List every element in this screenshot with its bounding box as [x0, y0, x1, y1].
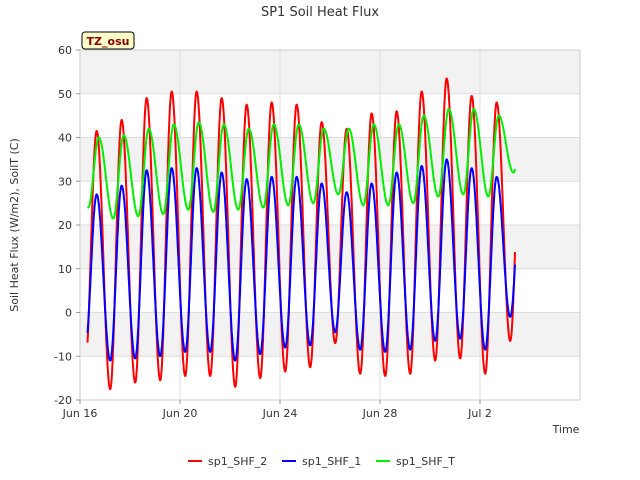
series-line-sp1_SHF_T	[86, 108, 516, 220]
y-tick-label: 0	[65, 307, 72, 320]
x-tick-label: Jul 2	[467, 407, 492, 420]
y-tick-label: -10	[54, 350, 72, 363]
x-tick-label: Jun 24	[262, 407, 298, 420]
y-tick-label: 20	[58, 219, 72, 232]
legend: sp1_SHF_2 sp1_SHF_1 sp1_SHF_T	[188, 455, 455, 468]
series-lines	[86, 77, 516, 391]
y-tick-label: 30	[58, 175, 72, 188]
legend-label: sp1_SHF_T	[396, 455, 455, 468]
y-tick-label: 40	[58, 132, 72, 145]
plot-band	[80, 356, 580, 400]
series-line-sp1_SHF_2	[86, 77, 516, 391]
tz-annotation-box	[81, 31, 135, 50]
y-tick-label: -20	[54, 394, 72, 407]
legend-label: sp1_SHF_2	[208, 455, 267, 468]
x-tick-label: Jun 28	[362, 407, 398, 420]
plot-band	[80, 93, 580, 138]
x-tick-label: Jun 20	[162, 407, 198, 420]
legend-label: sp1_SHF_1	[302, 455, 361, 468]
x-axis-ticks: Jun 16 Jun 20 Jun 24 Jun 28 Jul 2	[62, 400, 492, 420]
y-axis-ticks: -20 -10 0 10 20 30 40 50 60	[54, 44, 80, 407]
tz-annotation: TZ_osu	[81, 31, 135, 50]
plot-band	[80, 181, 580, 225]
y-tick-label: 50	[58, 88, 72, 101]
y-axis-label: Soil Heat Flux (W/m2), SoilT (C)	[8, 138, 21, 311]
tz-annotation-text: TZ_osu	[87, 35, 130, 48]
y-tick-label: 10	[58, 263, 72, 276]
series-line-sp1_SHF_1	[86, 158, 516, 362]
chart-title: SP1 Soil Heat Flux	[261, 5, 379, 20]
plot-band	[80, 50, 580, 94]
x-axis-label: Time	[552, 423, 580, 436]
y-tick-label: 60	[58, 44, 72, 57]
x-tick-label: Jun 16	[62, 407, 98, 420]
plot-band	[80, 312, 580, 357]
